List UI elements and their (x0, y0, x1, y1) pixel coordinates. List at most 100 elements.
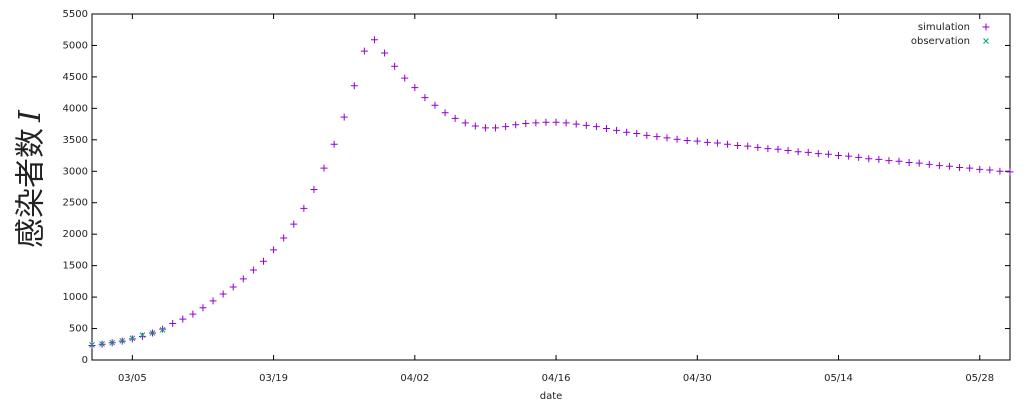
point (582, 121, 590, 129)
point (643, 131, 651, 139)
point (734, 141, 742, 149)
x-tick-label: 04/16 (542, 373, 571, 384)
point (481, 124, 489, 132)
y-tick-label: 3000 (63, 166, 88, 177)
point (633, 130, 641, 138)
point (229, 283, 237, 291)
point (653, 133, 661, 141)
point (804, 148, 812, 156)
point (109, 339, 116, 346)
point (532, 119, 540, 127)
x-tick-label: 05/14 (824, 373, 853, 384)
point (159, 326, 166, 333)
point (199, 304, 207, 312)
y-tick-label: 500 (69, 324, 88, 335)
point (270, 246, 278, 254)
point (663, 134, 671, 142)
point (754, 143, 762, 151)
point (360, 47, 368, 55)
point (461, 119, 469, 127)
point (824, 150, 832, 158)
point (875, 155, 883, 163)
point (139, 332, 146, 339)
legend-label: simulation (918, 22, 970, 33)
point (189, 310, 197, 318)
point (280, 234, 288, 242)
y-axis-label-group: 感染者数 I (13, 109, 49, 248)
point (613, 126, 621, 134)
point (169, 320, 177, 328)
point (774, 145, 782, 153)
point (542, 118, 550, 126)
point (471, 122, 479, 130)
point (966, 164, 974, 172)
y-axis-symbol: I (13, 109, 48, 123)
point (905, 158, 913, 166)
point (330, 140, 338, 148)
y-axis-label: 感染者数 (14, 128, 49, 248)
point (522, 119, 530, 127)
point (986, 166, 994, 174)
y-tick-label: 0 (82, 355, 88, 366)
point (290, 220, 298, 228)
point (259, 257, 267, 265)
y-tick-label: 1500 (63, 261, 88, 272)
y-tick-label: 5000 (63, 40, 88, 51)
point (865, 155, 873, 163)
point (249, 266, 257, 274)
point (451, 114, 459, 122)
point (1006, 168, 1014, 176)
point (381, 49, 389, 57)
point (119, 337, 126, 344)
point (391, 62, 399, 70)
point (552, 118, 560, 126)
point (713, 139, 721, 147)
point (512, 121, 520, 129)
y-tick-label: 2000 (63, 229, 88, 240)
y-tick-label: 2500 (63, 198, 88, 209)
point (683, 136, 691, 144)
point (239, 275, 247, 283)
point (794, 148, 802, 156)
point (693, 137, 701, 145)
point (421, 94, 429, 102)
point (441, 109, 449, 117)
point (885, 157, 893, 165)
point (370, 36, 378, 44)
point (744, 142, 752, 150)
point (935, 162, 943, 170)
point (310, 186, 318, 194)
x-tick-label: 05/28 (965, 373, 994, 384)
point (764, 145, 772, 153)
point (411, 84, 419, 92)
x-tick-label: 04/30 (683, 373, 712, 384)
point (179, 315, 187, 323)
y-tick-label: 5500 (63, 9, 88, 20)
legend-label: observation (911, 36, 970, 47)
x-tick-label: 03/19 (259, 373, 288, 384)
point (502, 123, 510, 131)
point (895, 157, 903, 165)
legend-marker (983, 38, 989, 44)
point (99, 341, 105, 347)
point (814, 150, 822, 158)
point (855, 153, 863, 161)
point (89, 342, 95, 348)
y-tick-label: 1000 (63, 292, 88, 303)
y-tick-label: 3500 (63, 135, 88, 146)
x-tick-label: 03/05 (118, 373, 147, 384)
point (623, 128, 631, 136)
point (956, 163, 964, 171)
point (925, 160, 933, 168)
point (340, 113, 348, 121)
point (350, 82, 358, 90)
point (401, 74, 409, 82)
point (562, 119, 570, 127)
point (592, 123, 600, 131)
point (602, 124, 610, 132)
x-tick-label: 04/02 (400, 373, 429, 384)
legend-marker (982, 23, 990, 31)
point (976, 165, 984, 173)
plot-frame (91, 13, 1011, 361)
